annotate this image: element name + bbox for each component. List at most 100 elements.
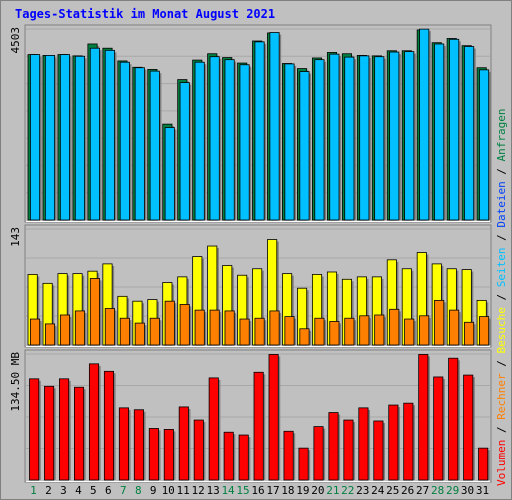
- bar-besuche-day-13: [209, 309, 220, 346]
- y-axis-max-label: 4503: [9, 27, 22, 54]
- bar-besuche-day-2: [44, 323, 56, 346]
- x-tick-label: 22: [341, 484, 354, 497]
- chart-title: Tages-Statistik im Monat August 2021: [15, 7, 275, 21]
- bar-dateien-day-17: [269, 32, 280, 221]
- x-tick-label: 11: [177, 484, 190, 497]
- bar-besuche-day-22: [344, 317, 355, 346]
- bar-volumen-day-12: [193, 419, 204, 481]
- x-axis-day-labels: 1 2 3 4 5 6 7 8 9 10 11 12 13 14 15 16 17 18 19 20 21 22 23 24 2…: [30, 484, 489, 497]
- bar-besuche-day-15: [239, 318, 250, 346]
- bar-dateien-day-8: [134, 67, 145, 221]
- bar-dateien-day-9: [149, 70, 160, 221]
- legend-item-anfragen: Anfragen: [495, 108, 508, 161]
- x-tick-label: 2: [45, 484, 52, 497]
- bar-volumen-day-9: [148, 428, 159, 481]
- y-axis-labels: 4503 143 134.50 MB: [9, 27, 22, 412]
- bar-volumen-day-20: [313, 426, 324, 481]
- bar-volumen-day-23: [358, 407, 369, 481]
- bar-dateien-day-20: [314, 59, 325, 221]
- x-tick-label: 26: [401, 484, 414, 497]
- bar-dateien-day-14: [224, 59, 235, 221]
- legend-item-dateien: Dateien: [495, 181, 508, 227]
- bar-dateien-day-18: [284, 63, 295, 221]
- bar-volumen-day-28: [433, 376, 444, 481]
- bar-dateien-day-21: [329, 53, 340, 221]
- x-tick-label: 29: [446, 484, 459, 497]
- bar-besuche-day-18: [284, 316, 295, 346]
- bar-dateien-day-16: [254, 41, 265, 221]
- bar-dateien-day-10: [164, 127, 175, 221]
- bar-volumen-day-2: [44, 385, 55, 481]
- bar-besuche-day-11: [179, 304, 190, 346]
- bar-volumen-day-1: [29, 378, 40, 481]
- bar-volumen-day-29: [448, 357, 459, 481]
- bar-besuche-day-6: [104, 308, 115, 346]
- bar-volumen-day-26: [403, 402, 414, 481]
- x-tick-label: 17: [266, 484, 279, 497]
- right-legend: Volumen / Rechner / Besuche / Seiten / D…: [495, 108, 508, 486]
- x-tick-label: 13: [206, 484, 219, 497]
- bar-dateien-day-1: [29, 54, 41, 221]
- bar-dateien-day-7: [119, 61, 130, 221]
- bar-besuche-day-10: [164, 300, 175, 346]
- bar-volumen-day-5: [88, 363, 100, 481]
- bar-volumen-day-7: [118, 407, 129, 481]
- y-axis-max-label: 134.50 MB: [9, 352, 22, 412]
- bar-volumen-day-16: [253, 371, 264, 481]
- bar-dateien-day-13: [209, 56, 220, 221]
- bar-volumen-day-10: [163, 429, 174, 481]
- legend-item-besuche: Besuche: [495, 307, 508, 353]
- x-tick-label: 31: [476, 484, 489, 497]
- bar-dateien-day-2: [44, 55, 56, 221]
- bar-volumen-day-24: [373, 420, 384, 481]
- bar-dateien-day-11: [179, 82, 190, 221]
- x-tick-label: 10: [162, 484, 175, 497]
- x-tick-label: 9: [150, 484, 157, 497]
- panel-kbytes: [24, 349, 492, 483]
- bar-volumen-day-11: [178, 406, 189, 481]
- bar-besuche-day-27: [419, 315, 430, 346]
- bar-besuche-day-3: [59, 314, 71, 346]
- bar-volumen-day-18: [283, 430, 294, 481]
- x-tick-label: 4: [75, 484, 82, 497]
- x-tick-label: 16: [251, 484, 264, 497]
- x-tick-label: 3: [60, 484, 67, 497]
- x-tick-label: 23: [356, 484, 369, 497]
- x-tick-label: 19: [296, 484, 309, 497]
- bar-besuche-day-16: [254, 317, 265, 346]
- bar-dateien-day-25: [389, 51, 400, 221]
- bar-volumen-day-21: [328, 412, 339, 481]
- bar-besuche-day-24: [374, 314, 385, 346]
- legend-text: Volumen / Rechner / Besuche / Seiten / D…: [495, 108, 508, 486]
- bar-besuche-day-9: [149, 317, 160, 346]
- x-tick-label: 18: [281, 484, 294, 497]
- chart-panels: [24, 24, 492, 483]
- bar-volumen-day-6: [103, 370, 115, 481]
- x-tick-label: 28: [431, 484, 444, 497]
- panel-hits_files: [24, 24, 492, 223]
- bar-besuche-day-31: [479, 316, 490, 346]
- bar-besuche-day-29: [449, 309, 460, 346]
- bar-besuche-day-7: [119, 317, 130, 346]
- x-tick-label: 24: [371, 484, 385, 497]
- x-tick-label: 20: [311, 484, 324, 497]
- x-tick-label: 6: [105, 484, 112, 497]
- bar-volumen-day-14: [223, 431, 234, 481]
- bar-besuche-day-20: [314, 317, 325, 346]
- bar-besuche-day-8: [134, 322, 145, 346]
- bar-volumen-day-27: [418, 354, 429, 481]
- bar-dateien-day-29: [449, 38, 460, 221]
- x-tick-label: 25: [386, 484, 399, 497]
- x-tick-label: 21: [326, 484, 339, 497]
- bar-besuche-day-25: [389, 308, 400, 346]
- bar-besuche-day-26: [404, 318, 415, 346]
- bar-besuche-day-5: [89, 278, 100, 346]
- bar-volumen-day-3: [59, 378, 70, 481]
- bar-besuche-day-21: [329, 321, 340, 346]
- bar-volumen-day-25: [388, 404, 399, 481]
- x-tick-label: 15: [236, 484, 249, 497]
- bar-volumen-day-8: [133, 409, 144, 481]
- bar-besuche-day-12: [194, 309, 205, 346]
- bar-besuche-day-14: [224, 310, 235, 346]
- x-tick-label: 1: [30, 484, 37, 497]
